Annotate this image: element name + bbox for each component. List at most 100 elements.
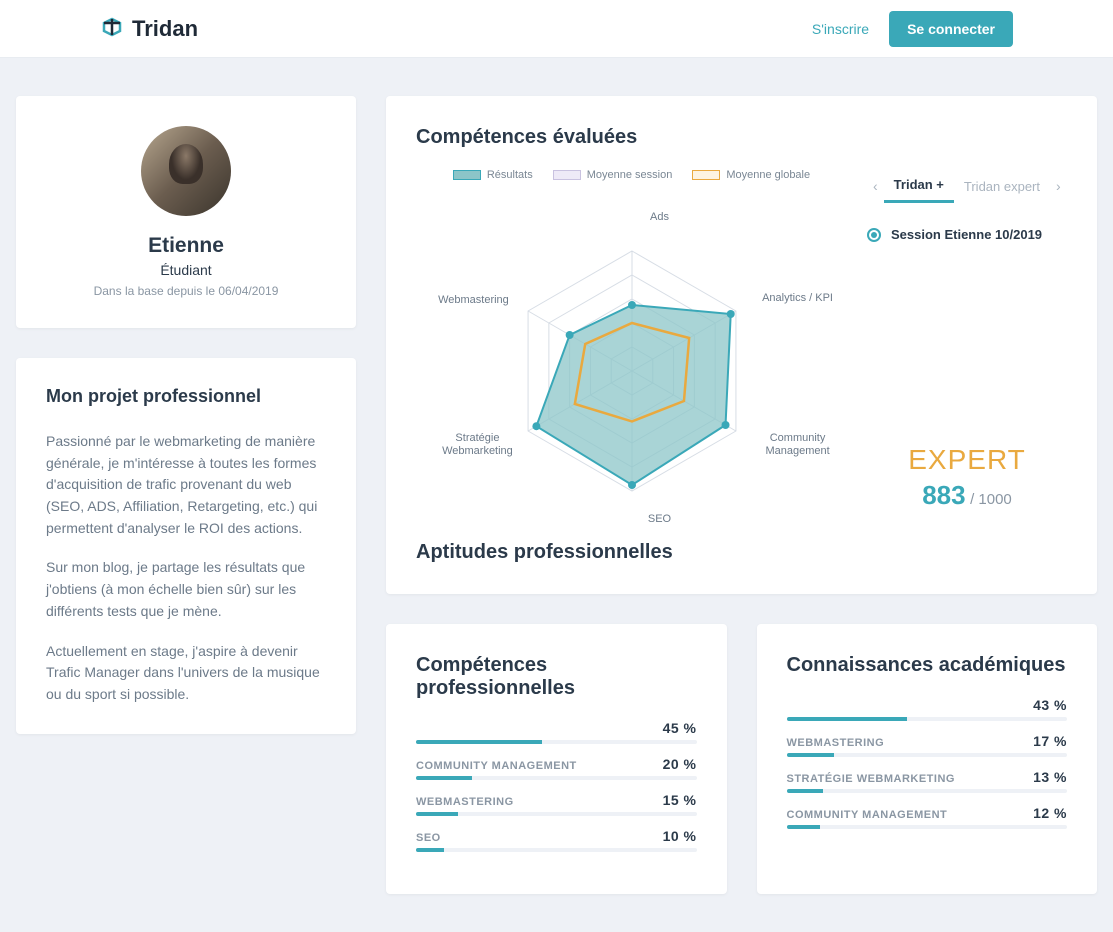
skill-bar-track xyxy=(416,740,697,744)
skill-label: SEO xyxy=(416,832,441,844)
skill-bar-row: COMMUNITY MANAGEMENT 20 % xyxy=(416,756,697,780)
session-label: Session Etienne 10/2019 xyxy=(891,227,1042,242)
skills-acad-list: 43 % WEBMASTERING 17 % STRATÉGIE WEBMARKETI… xyxy=(787,697,1068,829)
skill-bar-row: COMMUNITY MANAGEMENT 12 % xyxy=(787,805,1068,829)
radar-chart: Ads Analytics / KPI Community Management SE… xyxy=(427,201,837,531)
radar-legend: Résultats Moyenne session Moyenne global… xyxy=(416,169,847,181)
legend-swatch-session xyxy=(553,170,581,180)
tabs-row: ‹ Tridan + Tridan expert › xyxy=(867,169,1067,203)
legend-global-label: Moyenne globale xyxy=(726,169,810,181)
topbar: Tridan S'inscrire Se connecter xyxy=(0,0,1113,58)
competences-title: Compétences évaluées xyxy=(416,126,1067,149)
radar-axis-label: Community Management xyxy=(758,432,838,458)
legend-results: Résultats xyxy=(453,169,533,181)
logo-icon xyxy=(100,17,124,41)
logo[interactable]: Tridan xyxy=(100,16,198,42)
skill-pct: 13 % xyxy=(1033,769,1067,785)
skill-pct: 17 % xyxy=(1033,733,1067,749)
skill-label: WEBMASTERING xyxy=(787,737,885,749)
chevron-left-icon[interactable]: ‹ xyxy=(867,178,884,194)
right-column: Compétences évaluées Résultats Moyenne s… xyxy=(386,96,1097,894)
skill-bar-fill xyxy=(787,789,823,793)
profile-since: Dans la base depuis le 06/04/2019 xyxy=(46,284,326,298)
skills-pro-list: 45 % COMMUNITY MANAGEMENT 20 % WEBMASTERING… xyxy=(416,720,697,852)
legend-swatch-results xyxy=(453,170,481,180)
avatar xyxy=(141,126,231,216)
project-p1: Passionné par le webmarketing de manière… xyxy=(46,431,326,539)
skill-bar-fill xyxy=(416,776,472,780)
skill-bar-fill xyxy=(787,717,908,721)
skill-bar-fill xyxy=(787,825,821,829)
score-block: EXPERT 883 / 1000 xyxy=(867,444,1067,511)
radar-axis-label: Ads xyxy=(620,211,700,224)
signup-link[interactable]: S'inscrire xyxy=(812,21,869,37)
skill-label: WEBMASTERING xyxy=(416,796,514,808)
skills-acad-card: Connaissances académiques 43 % WEBMASTERI… xyxy=(757,624,1098,894)
skill-bar-row: WEBMASTERING 15 % xyxy=(416,792,697,816)
radar-axis-label: Webmastering xyxy=(433,294,513,307)
score-value: 883 xyxy=(922,480,965,510)
legend-session: Moyenne session xyxy=(553,169,673,181)
login-button[interactable]: Se connecter xyxy=(889,11,1013,47)
project-p2: Sur mon blog, je partage les résultats q… xyxy=(46,557,326,622)
skill-pct: 45 % xyxy=(663,720,697,736)
skill-bar-row: WEBMASTERING 17 % xyxy=(787,733,1068,757)
skill-pct: 10 % xyxy=(663,828,697,844)
skill-bar-fill xyxy=(787,753,835,757)
skills-pro-card: Compétences professionnelles 45 % COMMUNI… xyxy=(386,624,727,894)
radar-axis-label: Analytics / KPI xyxy=(758,292,838,305)
skills-pro-title: Compétences professionnelles xyxy=(416,654,697,700)
tab-tridan-expert[interactable]: Tridan expert xyxy=(954,171,1050,202)
skill-bar-row: SEO 10 % xyxy=(416,828,697,852)
aptitudes-title: Aptitudes professionnelles xyxy=(416,541,1067,564)
skill-bar-fill xyxy=(416,740,542,744)
skill-bar-track xyxy=(787,789,1068,793)
radar-panel: Résultats Moyenne session Moyenne global… xyxy=(416,169,847,531)
left-column: Etienne Étudiant Dans la base depuis le … xyxy=(16,96,356,894)
skill-bar-track xyxy=(416,812,697,816)
skill-bar-row: 43 % xyxy=(787,697,1068,721)
skill-bar-row: 45 % xyxy=(416,720,697,744)
skill-bar-track xyxy=(416,848,697,852)
session-row[interactable]: Session Etienne 10/2019 xyxy=(867,227,1067,242)
legend-global: Moyenne globale xyxy=(692,169,810,181)
radar-svg xyxy=(427,201,837,531)
legend-swatch-global xyxy=(692,170,720,180)
skill-bar-row: STRATÉGIE WEBMARKETING 13 % xyxy=(787,769,1068,793)
score-level: EXPERT xyxy=(867,444,1067,476)
skill-bar-fill xyxy=(416,848,444,852)
tab-tridan-plus[interactable]: Tridan + xyxy=(884,169,954,203)
legend-results-label: Résultats xyxy=(487,169,533,181)
radar-axis-label: Stratégie Webmarketing xyxy=(437,432,517,458)
skill-label: STRATÉGIE WEBMARKETING xyxy=(787,773,955,785)
skill-bar-fill xyxy=(416,812,458,816)
project-text: Passionné par le webmarketing de manière… xyxy=(46,431,326,706)
competences-card: Compétences évaluées Résultats Moyenne s… xyxy=(386,96,1097,594)
skills-acad-title: Connaissances académiques xyxy=(787,654,1068,677)
profile-name: Etienne xyxy=(46,234,326,258)
skill-bar-track xyxy=(787,753,1068,757)
profile-card: Etienne Étudiant Dans la base depuis le … xyxy=(16,96,356,328)
skill-label: COMMUNITY MANAGEMENT xyxy=(416,760,577,772)
skill-pct: 15 % xyxy=(663,792,697,808)
skill-bar-track xyxy=(787,717,1068,721)
project-card: Mon projet professionnel Passionné par l… xyxy=(16,358,356,734)
radar-axis-label: SEO xyxy=(620,513,700,526)
legend-session-label: Moyenne session xyxy=(587,169,673,181)
project-title: Mon projet professionnel xyxy=(46,386,326,407)
profile-role: Étudiant xyxy=(46,262,326,278)
topnav: S'inscrire Se connecter xyxy=(812,11,1013,47)
skill-pct: 43 % xyxy=(1033,697,1067,713)
skill-label: COMMUNITY MANAGEMENT xyxy=(787,809,948,821)
radio-selected-icon xyxy=(867,228,881,242)
score-max: / 1000 xyxy=(970,491,1012,508)
skill-bar-track xyxy=(416,776,697,780)
chart-sidebar: ‹ Tridan + Tridan expert › Session Etien… xyxy=(867,169,1067,531)
skill-pct: 20 % xyxy=(663,756,697,772)
chevron-right-icon[interactable]: › xyxy=(1050,178,1067,194)
skills-row: Compétences professionnelles 45 % COMMUNI… xyxy=(386,624,1097,894)
skill-pct: 12 % xyxy=(1033,805,1067,821)
logo-text: Tridan xyxy=(132,16,198,42)
project-p3: Actuellement en stage, j'aspire à deveni… xyxy=(46,641,326,706)
page-body: Etienne Étudiant Dans la base depuis le … xyxy=(0,58,1113,894)
